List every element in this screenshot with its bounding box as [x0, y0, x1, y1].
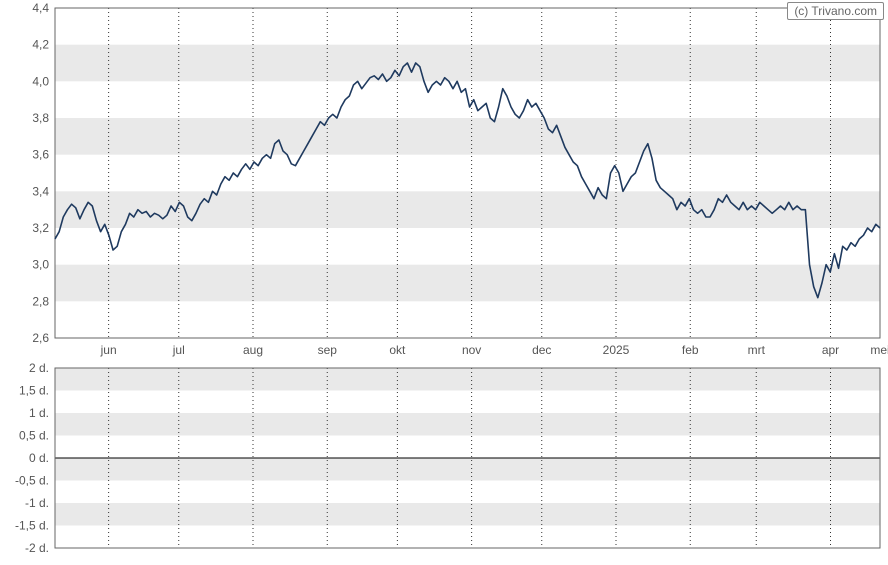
upper-ytick-label: 3,8 [32, 111, 49, 125]
lower-ytick-label: 2 d. [29, 361, 49, 375]
x-tick-label: okt [389, 343, 406, 357]
x-tick-label: apr [822, 343, 839, 357]
x-tick-label: feb [682, 343, 699, 357]
lower-ytick-label: -1,5 d. [15, 519, 49, 533]
lower-ytick-label: -2 d. [25, 541, 49, 555]
upper-ytick-label: 3,4 [32, 184, 49, 198]
attribution-label: (c) Trivano.com [787, 2, 884, 20]
lower-ytick-label: 1 d. [29, 406, 49, 420]
x-tick-label: jun [100, 343, 117, 357]
upper-ytick-label: 3,6 [32, 148, 49, 162]
x-tick-label: dec [532, 343, 551, 357]
lower-ytick-label: -1 d. [25, 496, 49, 510]
x-tick-label: mei [870, 343, 888, 357]
upper-ytick-label: 2,6 [32, 331, 49, 345]
upper-ytick-label: 4,4 [32, 1, 49, 15]
lower-ytick-label: 0,5 d. [19, 429, 49, 443]
x-tick-label: aug [243, 343, 263, 357]
chart-container: (c) Trivano.com 2,6 2,8 3,0 3,2 3,4 3,6 3,8 4,0… [0, 0, 888, 565]
upper-ytick-label: 3,0 [32, 258, 49, 272]
upper-ytick-label: 2,8 [32, 294, 49, 308]
x-tick-label: jul [172, 343, 185, 357]
x-tick-label: sep [318, 343, 338, 357]
chart-svg: 2,6 2,8 3,0 3,2 3,4 3,6 3,8 4,0 4,2 4,4 jun jul aug s… [0, 0, 888, 565]
x-tick-label: nov [462, 343, 481, 357]
upper-ytick-label: 4,2 [32, 38, 49, 52]
lower-ytick-label: -0,5 d. [15, 474, 49, 488]
upper-ytick-label: 4,0 [32, 74, 49, 88]
lower-ytick-label: 0 d. [29, 451, 49, 465]
x-tick-label: 2025 [603, 343, 630, 357]
lower-ytick-label: 1,5 d. [19, 384, 49, 398]
x-tick-label: mrt [748, 343, 766, 357]
upper-ytick-label: 3,2 [32, 221, 49, 235]
